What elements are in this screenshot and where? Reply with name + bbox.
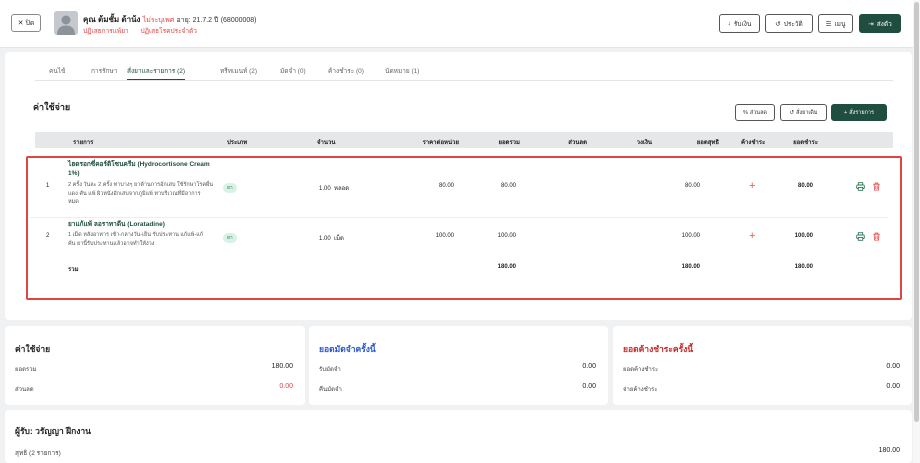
drug-name: ไฮดรอกซี่คอร์ติโซนครีม (Hydrocortisone C… xyxy=(68,161,210,177)
arrow-down-icon: ↓ xyxy=(727,20,731,27)
total-label: ยอดรวม xyxy=(15,367,37,373)
unit-price-cell: 100.00 xyxy=(435,233,454,239)
deposit-return-value: 0.00 xyxy=(582,383,596,390)
add-order-button[interactable]: + สั่งรายการ xyxy=(831,104,887,121)
exit-icon: ⇥ xyxy=(868,20,874,28)
top-bar: ✕ ปิด คุณ ต้มชั้ม ต้าน้ง ไม่ระบุเพศ อายุ… xyxy=(0,0,920,48)
sum-label: รวม xyxy=(68,267,79,273)
scrollbar[interactable] xyxy=(913,0,920,463)
receive-money-button[interactable]: ↓ รับเงิน xyxy=(719,14,760,33)
outstanding-summary-card: ยอดค้างชำระครั้งนี้ ยอดค้างชำระ 0.00 จ่า… xyxy=(613,326,912,405)
outstanding-title: ยอดค้างชำระครั้งนี้ xyxy=(623,344,694,354)
history-button[interactable]: ↺ ประวัติ xyxy=(765,14,813,33)
patient-name: คุณ ต้มชั้ม ต้าน้ง ไม่ระบุเพศ อายุ: 21.7… xyxy=(83,15,257,24)
allergy-info: ปฏิเสธการแพ้ยา ปฏิเสธโรคประจำตัว xyxy=(83,28,197,35)
col-net: ยอดสุทธิ xyxy=(696,140,719,146)
total-cell: 80.00 xyxy=(500,183,516,189)
col-discount: ส่วนลด xyxy=(568,140,587,146)
pay-cell: 100.00 xyxy=(794,233,813,239)
col-outstanding: ค้างชำระ xyxy=(741,140,766,146)
col-pay: ยอดชำระ xyxy=(793,140,818,146)
tab-deposit[interactable]: มัดจำ (0) xyxy=(280,68,306,75)
hn-label: (68000008) xyxy=(220,17,257,24)
tab-treatments[interactable]: ทรีทเมนท์ (2) xyxy=(220,68,258,75)
plus-icon: + xyxy=(844,109,848,116)
gender-label: ไม่ระบุเพศ xyxy=(142,17,175,24)
outstanding-label: ยอดค้างชำระ xyxy=(623,367,659,373)
net-items-value: 180.00 xyxy=(878,447,900,454)
send-patient-button[interactable]: ⇥ ส่งตัว xyxy=(859,14,901,33)
col-limit: วงเงิน xyxy=(636,140,652,146)
drug-instructions: 2 ครั้ง วันละ 2 ครั้ง ทาบางๆ ยาต้านการอั… xyxy=(68,182,214,205)
net-cell: 80.00 xyxy=(684,183,700,189)
deposit-return-label: คืนมัดจำ xyxy=(319,387,342,393)
unit-price-cell: 80.00 xyxy=(438,183,454,189)
print-icon[interactable] xyxy=(856,182,865,191)
print-icon[interactable] xyxy=(856,232,865,241)
sum-net: 180.00 xyxy=(681,264,700,270)
user-silhouette-icon xyxy=(54,11,78,35)
discount-button[interactable]: % ส่วนลด xyxy=(735,104,775,121)
deposit-summary-card: ยอดมัดจำครั้งนี้ รับมัดจำ 0.00 คืนมัดจำ … xyxy=(309,326,608,405)
drug-name: ยาแก้แพ้ ลอราทาดีน (Loratadine) xyxy=(68,221,165,228)
deposit-title: ยอดมัดจำครั้งนี้ xyxy=(319,344,376,354)
avatar xyxy=(54,11,78,35)
previous-order-button[interactable]: ↺ สั่งยาเดิม xyxy=(780,104,827,121)
scrollbar-thumb[interactable] xyxy=(914,2,919,422)
col-total: ยอดรวม xyxy=(498,140,520,146)
history-icon: ↺ xyxy=(789,109,795,116)
expense-title: ค่าใช้จ่าย xyxy=(15,344,51,354)
total-value: 180.00 xyxy=(271,363,293,370)
type-badge: ยา xyxy=(223,233,237,243)
trash-icon[interactable] xyxy=(872,182,881,191)
col-unit-price: ราคาต่อหน่วย xyxy=(422,140,459,146)
discount-label: ส่วนลด xyxy=(15,387,34,393)
payment-footer: ผู้รับ: วรัญญา ฝีกงาน สุทธิ (2 รายการ) 1… xyxy=(5,410,912,463)
highlight-box xyxy=(26,156,902,300)
orders-card: คนไข้ การรักษา สั่งยาและรายการ (2) ทรีทเ… xyxy=(5,52,912,320)
age-label: อายุ: 21.7.2 ปี xyxy=(176,17,219,24)
sum-total: 180.00 xyxy=(497,264,516,270)
deposit-receive-value: 0.00 xyxy=(582,363,596,370)
net-cell: 100.00 xyxy=(681,233,700,239)
close-button[interactable]: ✕ ปิด xyxy=(11,14,41,32)
menu-button[interactable]: ☰ เมนู xyxy=(818,14,853,33)
drug-instructions: 1 เม็ด หลังอาหาร เช้า-กลางวัน-เย็น รับปร… xyxy=(68,232,204,247)
col-qty: จำนวน xyxy=(317,140,336,146)
add-outstanding-icon[interactable]: + xyxy=(749,230,756,242)
close-icon: ✕ xyxy=(17,20,24,27)
row-divider xyxy=(30,217,888,218)
percent-icon: % xyxy=(742,109,748,116)
section-title: ค่าใช้จ่าย xyxy=(33,102,71,112)
total-cell: 100.00 xyxy=(497,233,516,239)
col-item: รายการ xyxy=(73,140,94,146)
history-icon: ↺ xyxy=(775,20,781,28)
col-type: ประเภท xyxy=(227,140,248,146)
discount-value: 0.00 xyxy=(279,383,293,390)
deposit-receive-label: รับมัดจำ xyxy=(319,367,341,373)
tab-bar: คนไข้ การรักษา สั่งยาและรายการ (2) ทรีทเ… xyxy=(35,63,893,81)
outstanding-pay-label: จ่ายค้างชำระ xyxy=(623,387,658,393)
outstanding-value: 0.00 xyxy=(886,363,900,370)
pay-cell: 80.00 xyxy=(797,183,813,189)
tab-outstanding[interactable]: ค้างชำระ (0) xyxy=(328,68,364,75)
trash-icon[interactable] xyxy=(872,232,881,241)
hamburger-icon: ☰ xyxy=(825,20,832,28)
net-items-label: สุทธิ (2 รายการ) xyxy=(15,450,61,457)
payer-label: ผู้รับ: วรัญญา ฝีกงาน xyxy=(15,426,91,436)
qty-cell: 1.00 หลอด xyxy=(319,186,350,192)
type-badge: ยา xyxy=(223,183,237,193)
tab-appointments[interactable]: นัดหมาย (1) xyxy=(385,68,420,75)
outstanding-pay-value: 0.00 xyxy=(886,383,900,390)
table-header: รายการ ประเภท จำนวน ราคาต่อหน่วย ยอดรวม … xyxy=(35,132,893,148)
add-outstanding-icon[interactable]: + xyxy=(749,180,756,192)
expense-summary-card: ค่าใช้จ่าย ยอดรวม 180.00 ส่วนลด 0.00 xyxy=(5,326,305,405)
tab-treatment[interactable]: การรักษา xyxy=(91,68,118,75)
qty-cell: 1.00 เม็ด xyxy=(319,236,344,242)
tab-orders[interactable]: สั่งยาและรายการ (2) xyxy=(127,66,186,80)
sum-pay: 180.00 xyxy=(794,264,813,270)
tab-patient[interactable]: คนไข้ xyxy=(49,68,66,75)
